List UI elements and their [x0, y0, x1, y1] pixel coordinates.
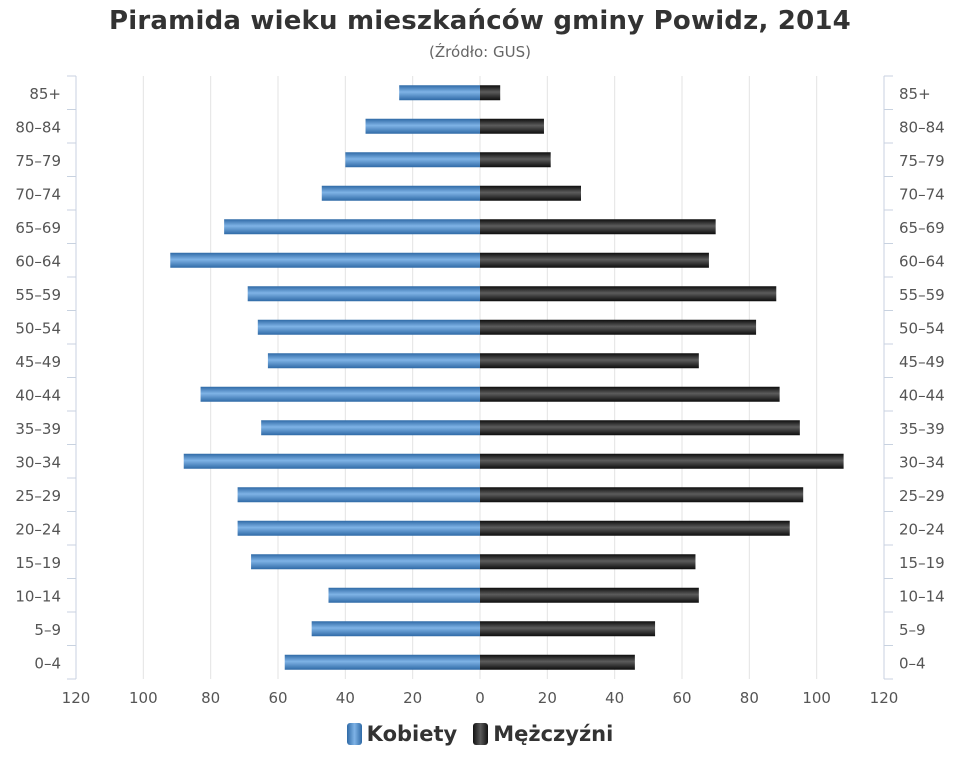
category-label-left: 15–19 [15, 554, 61, 572]
bar-women [237, 487, 480, 503]
bar-women [237, 520, 480, 536]
x-tick-label: 100 [802, 689, 831, 707]
x-tick-label: 40 [336, 689, 355, 707]
x-tick-label: 40 [605, 689, 624, 707]
bar-men [480, 554, 696, 570]
category-label-left: 30–34 [15, 453, 61, 471]
legend[interactable]: Kobiety Mężczyźni [0, 722, 960, 746]
x-tick-label: 100 [129, 689, 158, 707]
category-label-right: 65–69 [899, 219, 945, 237]
category-label-left: 40–44 [15, 386, 61, 404]
category-label-left: 80–84 [15, 118, 61, 136]
x-tick-label: 120 [870, 689, 899, 707]
x-tick-label: 80 [201, 689, 220, 707]
bar-women [261, 420, 480, 436]
bar-women [284, 654, 480, 670]
chart-subtitle: (Źródło: GUS) [429, 43, 531, 61]
category-label-right: 25–29 [899, 487, 945, 505]
category-label-right: 70–74 [899, 185, 945, 203]
bar-men [480, 386, 780, 402]
bar-men [480, 152, 551, 168]
category-label-right: 50–54 [899, 319, 945, 337]
bar-women [267, 353, 480, 369]
bar-men [480, 286, 777, 302]
category-label-left: 55–59 [15, 286, 61, 304]
bar-men [480, 85, 501, 101]
category-label-right: 10–14 [899, 587, 945, 605]
category-label-left: 0–4 [34, 654, 61, 672]
bar-women [251, 554, 480, 570]
bar-women [200, 386, 481, 402]
category-label-right: 0–4 [899, 654, 926, 672]
category-label-left: 65–69 [15, 219, 61, 237]
bar-men [480, 353, 699, 369]
legend-swatch-women [346, 723, 362, 745]
bar-men [480, 453, 844, 469]
category-label-right: 35–39 [899, 420, 945, 438]
bars [170, 85, 844, 670]
bar-women [257, 319, 480, 335]
category-label-left: 75–79 [15, 152, 61, 170]
legend-label-men: Mężczyźni [493, 722, 614, 746]
category-label-right: 15–19 [899, 554, 945, 572]
category-label-left: 85+ [29, 85, 61, 103]
bar-women [170, 252, 480, 268]
bar-men [480, 319, 757, 335]
category-label-right: 5–9 [899, 621, 926, 639]
category-label-left: 60–64 [15, 252, 61, 270]
axes: 85+ 85+ 80–84 80–84 75–79 75–79 70–74 70–74 65–6… [15, 75, 945, 707]
bar-men [480, 420, 800, 436]
category-label-left: 10–14 [15, 587, 61, 605]
category-label-right: 20–24 [899, 520, 945, 538]
x-tick-label: 60 [672, 689, 691, 707]
x-tick-label: 60 [268, 689, 287, 707]
legend-item-women[interactable]: Kobiety [346, 722, 458, 746]
bar-men [480, 118, 544, 134]
bar-women [311, 621, 480, 637]
bar-women [328, 587, 480, 603]
x-tick-label: 20 [538, 689, 557, 707]
category-label-left: 5–9 [34, 621, 61, 639]
category-label-right: 85+ [899, 85, 931, 103]
category-label-right: 55–59 [899, 286, 945, 304]
category-label-right: 80–84 [899, 118, 945, 136]
bar-men [480, 487, 804, 503]
legend-swatch-men [473, 723, 489, 745]
bar-women [345, 152, 480, 168]
bar-women [365, 118, 480, 134]
category-label-right: 45–49 [899, 353, 945, 371]
bar-men [480, 252, 709, 268]
legend-label-women: Kobiety [366, 722, 458, 746]
category-label-right: 75–79 [899, 152, 945, 170]
x-tick-label: 0 [475, 689, 485, 707]
category-label-right: 40–44 [899, 386, 945, 404]
bar-women [399, 85, 480, 101]
bar-men [480, 587, 699, 603]
bar-men [480, 185, 581, 201]
category-label-left: 45–49 [15, 353, 61, 371]
bar-women [247, 286, 480, 302]
bar-men [480, 520, 790, 536]
category-label-left: 35–39 [15, 420, 61, 438]
bar-women [224, 219, 480, 235]
bar-men [480, 219, 716, 235]
x-tick-label: 20 [403, 689, 422, 707]
category-label-left: 70–74 [15, 185, 61, 203]
x-tick-label: 120 [62, 689, 91, 707]
category-label-right: 30–34 [899, 453, 945, 471]
category-label-left: 25–29 [15, 487, 61, 505]
category-label-left: 20–24 [15, 520, 61, 538]
category-label-right: 60–64 [899, 252, 945, 270]
bar-men [480, 621, 656, 637]
bar-women [183, 453, 480, 469]
x-tick-label: 80 [740, 689, 759, 707]
category-label-left: 50–54 [15, 319, 61, 337]
bar-women [321, 185, 480, 201]
bar-men [480, 654, 635, 670]
chart-title: Piramida wieku mieszkańców gminy Powidz,… [109, 6, 851, 36]
legend-item-men[interactable]: Mężczyźni [473, 722, 613, 746]
